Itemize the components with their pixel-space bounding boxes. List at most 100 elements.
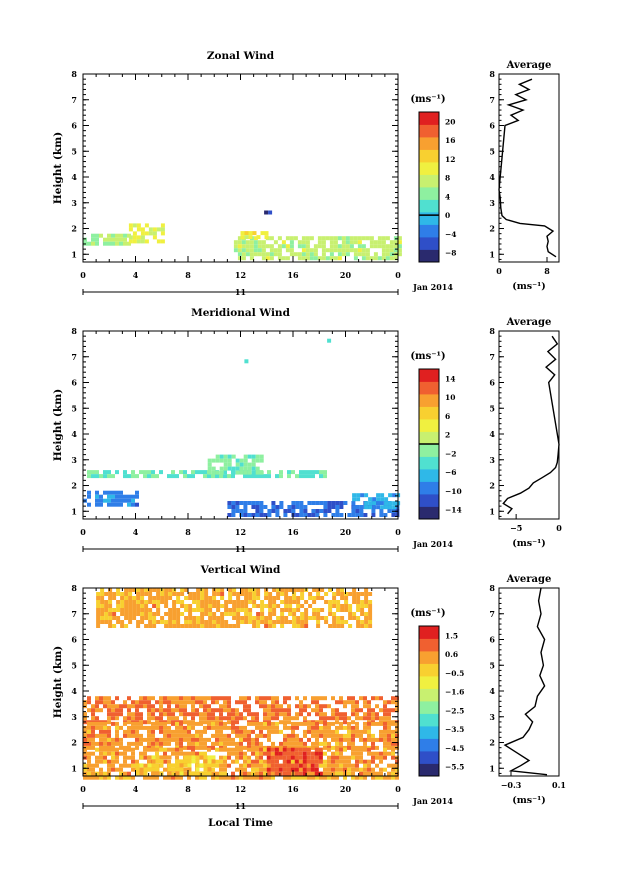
heatmap-cell: [211, 745, 215, 750]
heatmap-cell: [297, 244, 302, 249]
heatmap-cell: [385, 244, 390, 249]
heatmap-cell: [323, 501, 328, 505]
heatmap-cell: [305, 236, 310, 241]
heatmap-cell: [199, 704, 203, 709]
heatmap-cell: [323, 759, 327, 764]
heatmap-cell: [290, 767, 295, 772]
heatmap-cell: [107, 233, 111, 238]
heatmap-cell: [260, 620, 265, 624]
heatmap-cell: [83, 775, 87, 780]
colorbar-segment: [419, 224, 439, 238]
heatmap-cell: [215, 747, 219, 752]
profile-x-tick-label: −5: [510, 523, 522, 533]
heatmap-cell: [123, 755, 127, 760]
heatmap-cell: [316, 620, 321, 624]
heatmap-cell: [271, 700, 275, 705]
colorbar-segment: [419, 701, 439, 714]
heatmap-cell: [164, 596, 169, 600]
heatmap-cell: [335, 716, 339, 721]
heatmap-cell: [245, 252, 250, 257]
heatmap-cell: [357, 252, 362, 257]
heatmap-cell: [327, 505, 332, 509]
heatmap-cell: [131, 721, 135, 726]
heatmap-cell: [259, 741, 263, 746]
colorbar-segment: [419, 456, 439, 470]
heatmap-cell: [279, 474, 283, 479]
heatmap-cell: [155, 725, 159, 730]
heatmap-cell: [196, 596, 201, 600]
heatmap-cell: [107, 237, 111, 242]
heatmap-cell: [248, 620, 253, 624]
heatmap-cell: [131, 502, 135, 507]
heatmap-cell: [176, 620, 181, 624]
heatmap-cell: [363, 759, 367, 764]
heatmap-cell: [251, 505, 256, 509]
heatmap-cell: [95, 755, 99, 760]
heatmap-cell: [351, 767, 355, 772]
heatmap-cell: [255, 474, 259, 479]
heatmap-cell: [196, 604, 201, 608]
heatmap-cell: [364, 600, 369, 604]
heatmap-cell: [292, 624, 297, 628]
heatmap-cell: [95, 498, 99, 503]
heatmap-cell: [303, 470, 307, 475]
heatmap-cell: [83, 747, 87, 752]
heatmap-cell: [187, 712, 191, 717]
heatmap-cell: [108, 612, 113, 616]
heatmap-cell: [83, 700, 87, 705]
heatmap-cell: [183, 716, 187, 721]
heatmap-cell: [179, 725, 183, 730]
heatmap-cell: [335, 720, 339, 725]
heatmap-cell: [316, 608, 321, 612]
heatmap-cell: [291, 725, 295, 730]
heatmap-cell: [164, 624, 169, 628]
heatmap-cell: [391, 747, 395, 752]
heatmap-cell: [325, 248, 330, 253]
heatmap-cell: [91, 725, 95, 730]
heatmap-cell: [207, 708, 211, 713]
heatmap-cell: [104, 600, 109, 604]
heatmap-cell: [290, 747, 295, 752]
heatmap-cell: [285, 244, 290, 249]
heatmap-cell: [319, 733, 323, 738]
heatmap-cell: [391, 733, 395, 738]
heatmap-cell: [171, 696, 175, 701]
heatmap-cell: [318, 751, 323, 756]
heatmap-cell: [199, 470, 203, 475]
heatmap-cells: [83, 210, 402, 261]
heatmap-cell: [231, 466, 236, 471]
heatmap-cell: [291, 721, 295, 726]
heatmap-cell: [256, 592, 261, 596]
heatmap-cell: [227, 737, 231, 742]
heatmap-cell: [184, 588, 189, 592]
heatmap-cell: [385, 252, 390, 257]
heatmap-cell: [383, 708, 387, 713]
heatmap-cell: [364, 505, 369, 510]
heatmap-cell: [270, 767, 275, 772]
heatmap-cell: [179, 700, 183, 705]
heatmap-cell: [140, 231, 145, 236]
heatmap-cell: [264, 588, 269, 592]
heatmap-cell: [337, 244, 342, 249]
heatmap-cell: [272, 588, 277, 592]
heatmap-cell: [391, 763, 395, 768]
heatmap-cell: [99, 494, 103, 499]
heatmap-cell: [360, 600, 365, 604]
heatmap-cell: [223, 771, 227, 776]
heatmap-cell: [251, 470, 256, 475]
heatmap-cell: [277, 256, 282, 261]
heatmap-cell: [311, 501, 316, 505]
heatmap-cell: [223, 741, 227, 746]
heatmap-cell: [263, 696, 267, 701]
heatmap-cell: [375, 755, 379, 760]
heatmap-cell: [239, 470, 244, 475]
heatmap-cell: [107, 747, 111, 752]
heatmap-cell: [176, 608, 181, 612]
heatmap-cell: [351, 751, 355, 756]
heatmap-cell: [119, 490, 123, 495]
heatmap-cell: [187, 759, 192, 764]
heatmap-cell: [343, 733, 347, 738]
heatmap-cell: [299, 509, 304, 513]
heatmap-cell: [275, 721, 279, 726]
